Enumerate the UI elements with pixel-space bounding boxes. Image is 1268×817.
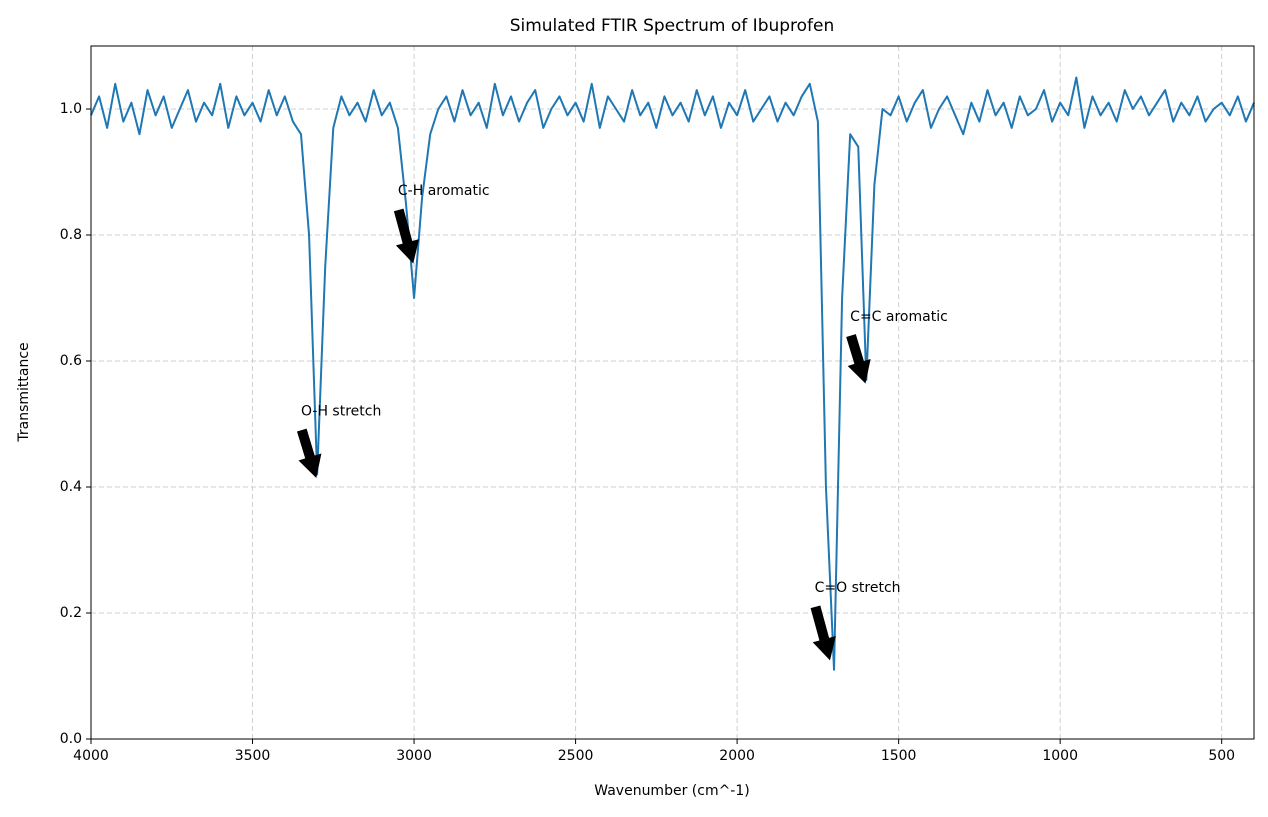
annotation-arrow <box>393 208 420 264</box>
y-tick-label: 0.4 <box>60 479 82 495</box>
y-tick-label: 0.2 <box>60 605 82 621</box>
x-tick-label: 4000 <box>73 748 109 764</box>
x-tick-label: 1500 <box>881 748 917 764</box>
x-tick-label: 2500 <box>558 748 594 764</box>
annotation-arrow <box>846 334 871 384</box>
spectrum-line <box>90 76 1255 671</box>
x-tick-label: 3000 <box>396 748 432 764</box>
y-axis-label: Transmittance <box>16 342 32 442</box>
x-axis-label: Wavenumber (cm^-1) <box>594 783 749 799</box>
y-tick-label: 0.0 <box>60 731 82 747</box>
y-tick-label: 0.8 <box>60 227 82 243</box>
x-tick-label: 3500 <box>235 748 271 764</box>
x-tick-label: 2000 <box>719 748 755 764</box>
plot-frame <box>90 45 1255 740</box>
chart-title: Simulated FTIR Spectrum of Ibuprofen <box>510 16 835 36</box>
annotation-text: O-H stretch <box>301 403 381 419</box>
y-tick-label: 0.6 <box>60 353 82 369</box>
annotation-text: C-H aromatic <box>398 183 490 199</box>
annotation-arrow <box>810 605 836 661</box>
annotation-text: C=O stretch <box>815 580 901 596</box>
annotation-text: C=C aromatic <box>850 309 948 325</box>
annotation-arrow <box>297 428 322 478</box>
x-tick-label: 500 <box>1208 748 1235 764</box>
y-tick-label: 1.0 <box>60 101 82 117</box>
x-tick-label: 1000 <box>1042 748 1078 764</box>
